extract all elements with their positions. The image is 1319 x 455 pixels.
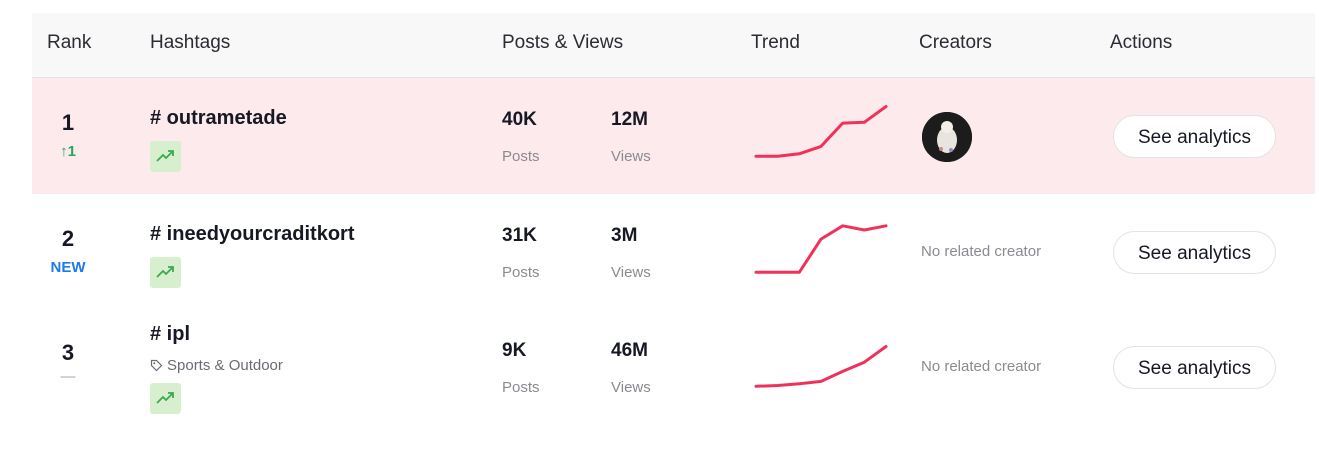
trend-line	[754, 345, 888, 388]
see-analytics-button[interactable]: See analytics	[1113, 231, 1276, 274]
header-trend: Trend	[751, 32, 800, 53]
creator-avatar-image	[922, 112, 972, 162]
views-count: 12M	[611, 109, 648, 130]
views-count: 46M	[611, 340, 648, 361]
tag-icon	[150, 359, 163, 372]
trend-sparkline	[754, 105, 888, 158]
trending-hashtags-table: Rank Hashtags Posts & Views Trend Creato…	[32, 13, 1315, 442]
hashtag-name[interactable]: # outrametade	[150, 107, 287, 129]
trend-line	[754, 224, 888, 274]
table-row[interactable]: 3 — # ipl Sports & Outdoor 9K Posts 46M …	[32, 310, 1315, 442]
hashtag-category: Sports & Outdoor	[150, 357, 283, 374]
category-label: Sports & Outdoor	[167, 357, 283, 374]
see-analytics-button[interactable]: See analytics	[1113, 346, 1276, 389]
hashtag-name[interactable]: # ineedyourcraditkort	[150, 223, 355, 245]
header-actions: Actions	[1110, 32, 1173, 53]
trending-up-badge	[150, 383, 181, 414]
posts-count: 40K	[502, 109, 537, 130]
trend-sparkline	[754, 224, 888, 274]
views-count: 3M	[611, 225, 638, 246]
creator-avatar[interactable]	[922, 112, 972, 162]
trend-sparkline	[754, 345, 888, 388]
rank-change-new: NEW	[50, 259, 86, 276]
posts-label: Posts	[502, 264, 540, 281]
rank-number: 1	[61, 110, 75, 135]
posts-count: 31K	[502, 225, 537, 246]
rank-change-up: ↑1	[60, 143, 76, 160]
trending-up-icon	[156, 150, 174, 162]
header-creators: Creators	[919, 32, 992, 53]
header-rank: Rank	[47, 32, 92, 53]
views-label: Views	[611, 264, 651, 281]
trending-up-icon	[156, 266, 174, 278]
no-creator-text: No related creator	[921, 358, 1042, 375]
hashtag-name[interactable]: # ipl	[150, 323, 191, 345]
trending-up-icon	[156, 392, 174, 404]
trend-line	[754, 105, 888, 158]
rank-change-none: —	[60, 368, 76, 385]
see-analytics-button[interactable]: See analytics	[1113, 115, 1276, 158]
header-posts-views: Posts & Views	[502, 32, 624, 53]
views-label: Views	[611, 148, 651, 165]
table-row[interactable]: 1 ↑1 # outrametade 40K Posts 12M Views S…	[32, 78, 1315, 194]
table-header: Rank Hashtags Posts & Views Trend Creato…	[32, 13, 1315, 78]
rank-number: 2	[61, 226, 75, 251]
views-label: Views	[611, 379, 651, 396]
posts-label: Posts	[502, 379, 540, 396]
rank-number: 3	[61, 340, 75, 365]
posts-label: Posts	[502, 148, 540, 165]
trending-up-badge	[150, 257, 181, 288]
trending-up-badge	[150, 141, 181, 172]
no-creator-text: No related creator	[921, 243, 1042, 260]
table-row[interactable]: 2 NEW # ineedyourcraditkort 31K Posts 3M…	[32, 194, 1315, 310]
header-hashtags: Hashtags	[150, 32, 231, 53]
posts-count: 9K	[502, 340, 527, 361]
